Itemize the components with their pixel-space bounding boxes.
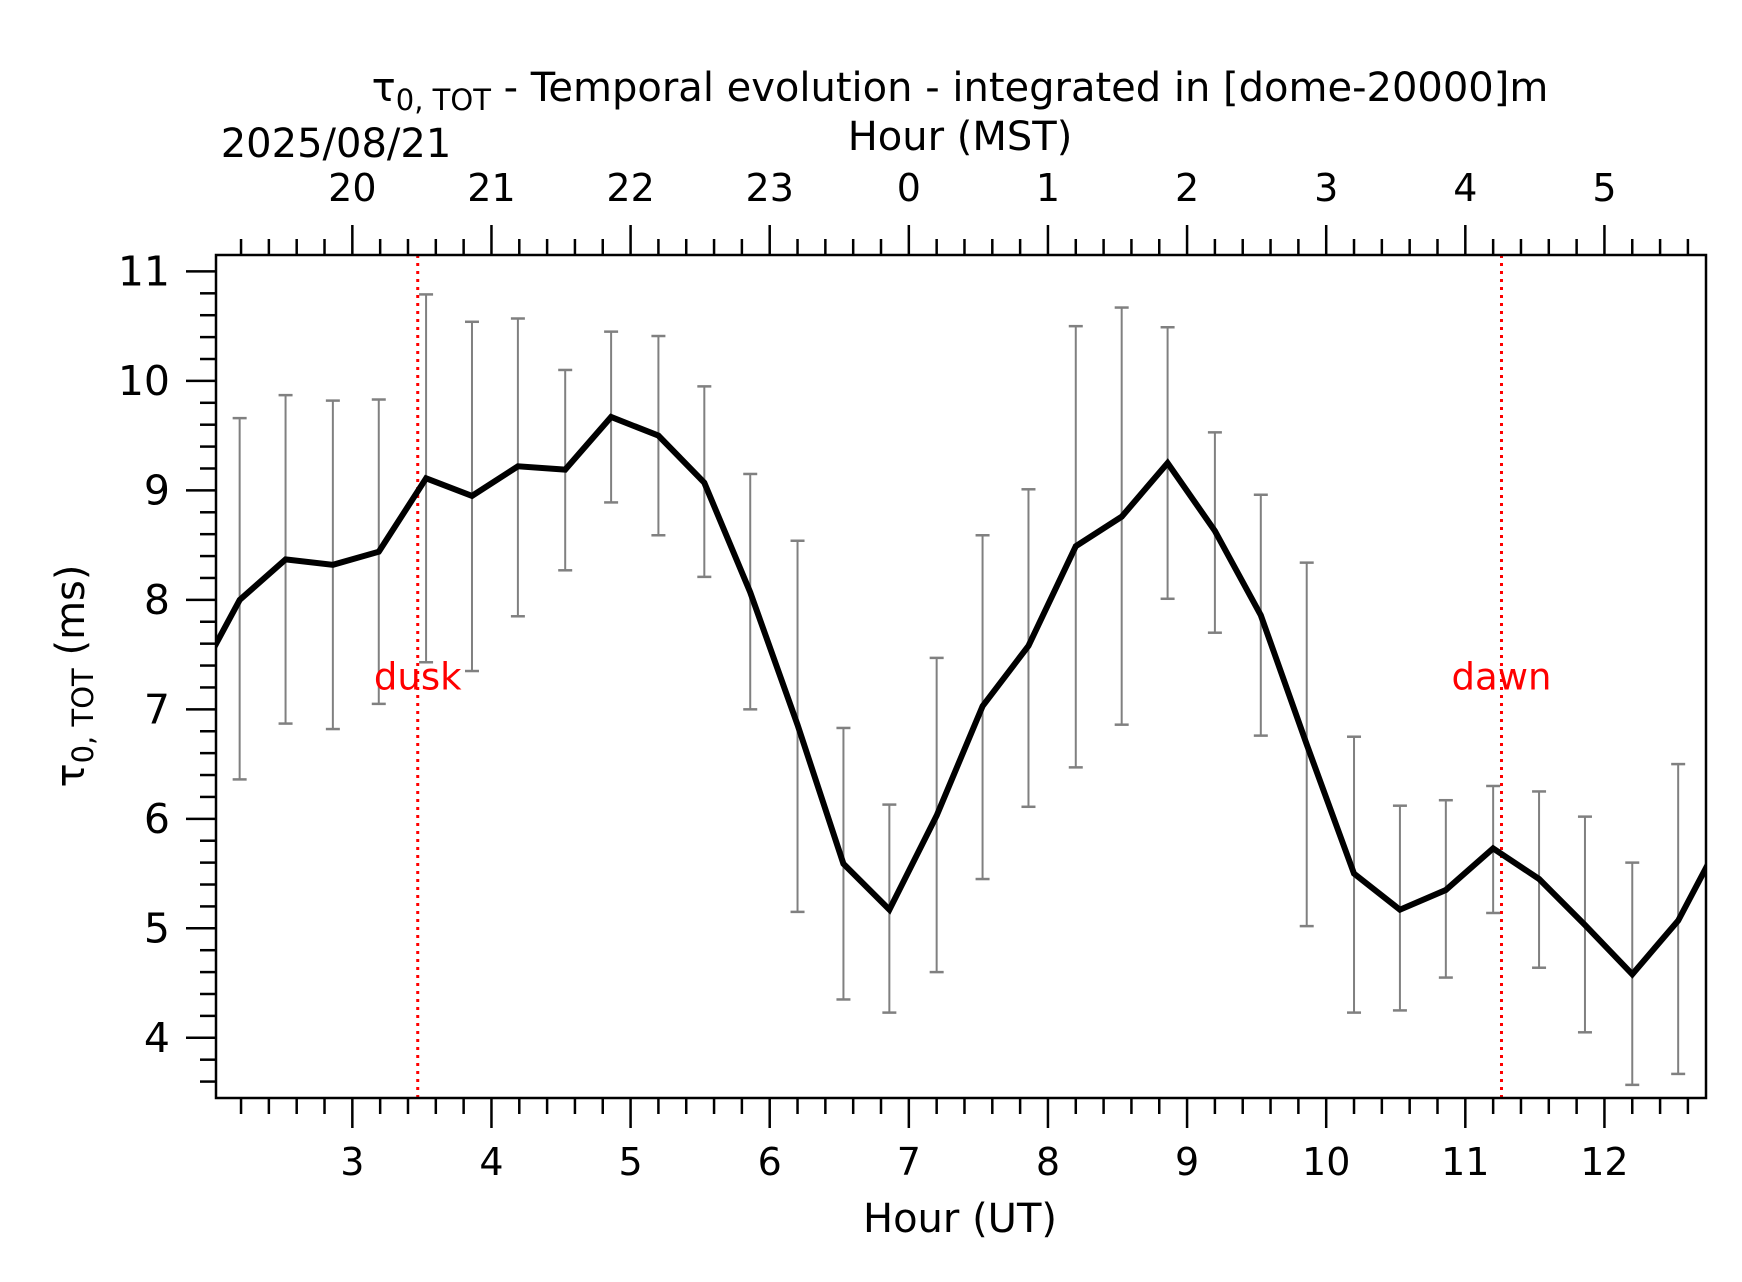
y-label-subscript: 0, TOT	[66, 668, 100, 763]
top-tick-label: 23	[746, 166, 794, 210]
top-tick-label: 0	[897, 166, 921, 210]
series-line	[216, 413, 1706, 979]
y-axis-label: τ0, TOT (ms)	[48, 565, 100, 788]
x-tick-label: 12	[1580, 1140, 1628, 1184]
y-tick-label: 4	[144, 1014, 170, 1062]
title-text: - Temporal evolution - integrated in [do…	[491, 65, 1548, 111]
y-label-text: (ms)	[48, 565, 94, 669]
y-tick-label: 6	[144, 795, 170, 843]
y-tick-label: 11	[118, 247, 170, 295]
y-tick-label: 9	[144, 466, 170, 514]
x-tick-label: 7	[897, 1140, 921, 1184]
y-tick-label: 5	[144, 904, 170, 952]
y-tick-label: 10	[118, 357, 170, 405]
x-axis-top-label: Hour (MST)	[848, 114, 1073, 160]
event-lines: dusk dawn	[374, 255, 1552, 1098]
title-symbol: τ	[372, 65, 396, 111]
y-label-symbol: τ	[48, 763, 94, 787]
x-tick-label: 9	[1175, 1140, 1199, 1184]
y-tick-label: 7	[144, 685, 170, 733]
top-tick-label: 21	[467, 166, 515, 210]
top-tick-label: 20	[328, 166, 376, 210]
y-tick-label: 8	[144, 576, 170, 624]
x-tick-label: 11	[1441, 1140, 1489, 1184]
plot-frame	[214, 253, 1708, 1100]
top-tick-label: 4	[1453, 166, 1477, 210]
title-subscript: 0, TOT	[396, 83, 491, 117]
series-line-group	[216, 413, 1706, 979]
x-tick-label: 10	[1302, 1140, 1350, 1184]
x-tick-label: 3	[340, 1140, 364, 1184]
top-tick-label: 2	[1175, 166, 1199, 210]
tick-labels: 4 5 6 7 8 9 10 11 3 20 4 21 5 22 6 23 7 0 8 1 9 2 10 3 11 4 12 5	[118, 166, 1629, 1184]
top-tick-label: 22	[606, 166, 654, 210]
x-tick-label: 6	[758, 1140, 782, 1184]
x-tick-label: 4	[479, 1140, 503, 1184]
top-tick-label: 1	[1036, 166, 1060, 210]
event-label-dusk: dusk	[374, 656, 462, 699]
date-label: 2025/08/21	[221, 121, 452, 167]
x-axis-label: Hour (UT)	[863, 1196, 1057, 1242]
chart-title: τ0, TOT - Temporal evolution - integrate…	[372, 65, 1549, 117]
top-tick-label: 5	[1592, 166, 1616, 210]
top-tick-label: 3	[1314, 166, 1338, 210]
axis-ticks	[186, 225, 1690, 1128]
event-label-dawn: dawn	[1452, 656, 1552, 699]
x-tick-label: 8	[1036, 1140, 1060, 1184]
x-tick-label: 5	[618, 1140, 642, 1184]
